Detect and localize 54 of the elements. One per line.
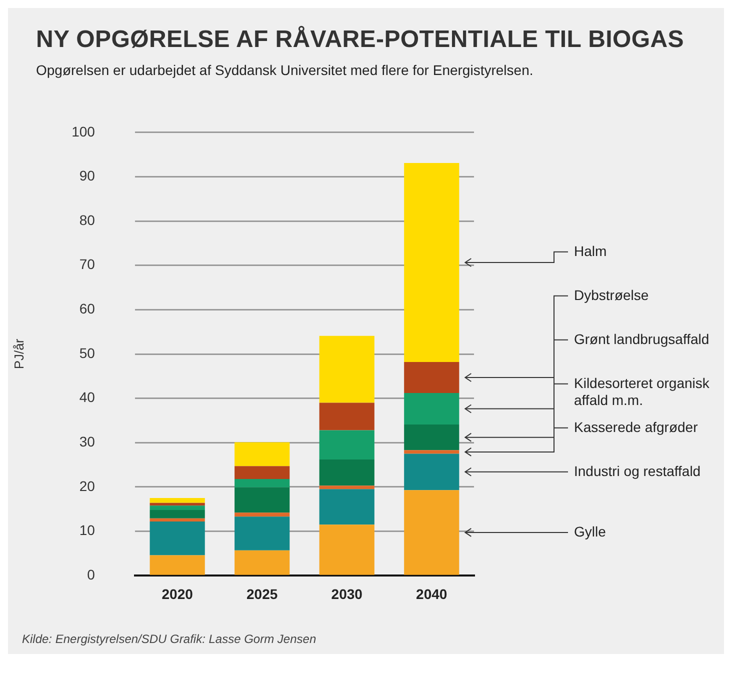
- y-tick-label: 90: [79, 168, 96, 184]
- bar: [404, 162, 460, 362]
- bar: [404, 393, 460, 424]
- bar: [150, 510, 205, 518]
- bar: [234, 512, 290, 517]
- y-tick-label: 30: [79, 434, 96, 450]
- text: Grønt landbrugsaffald: [574, 330, 710, 347]
- bar: [404, 450, 460, 454]
- bar: [234, 478, 290, 488]
- bar: [234, 442, 290, 466]
- y-axis-title: PJ/år: [11, 338, 26, 370]
- y-tick-label: 50: [79, 344, 96, 361]
- bar: [319, 489, 374, 525]
- text: Halm: [574, 242, 607, 259]
- x-tick-label: 2025: [246, 586, 278, 602]
- text: Kasserede afgrøder: [574, 418, 698, 435]
- bar: [234, 550, 290, 575]
- y-tick-label: 10: [79, 522, 96, 538]
- y-tick-label: 0: [87, 566, 96, 582]
- bar: [150, 555, 205, 575]
- bar: [150, 506, 205, 510]
- bar: [150, 502, 205, 506]
- bar: [150, 522, 205, 556]
- y-tick-label: 80: [79, 212, 96, 228]
- x-tick-label: 2040: [416, 586, 448, 602]
- bar: [319, 430, 374, 460]
- y-tick-label: 40: [79, 389, 96, 406]
- bar: [150, 498, 205, 503]
- bar: [150, 518, 205, 522]
- bar: [234, 466, 290, 479]
- y-tick-label: 60: [79, 300, 96, 317]
- text: Industri og restaffald: [574, 462, 701, 479]
- text: Gylle: [574, 523, 606, 540]
- bar: [319, 486, 374, 490]
- bar: [404, 424, 460, 450]
- bar: [234, 516, 290, 550]
- bar: [319, 336, 374, 403]
- text: Dybstrøelse: [574, 286, 649, 303]
- x-tick-label: 2020: [162, 586, 194, 602]
- text: Kildesorteret organisk affald m.m.: [574, 374, 710, 408]
- y-tick-label: 70: [79, 256, 96, 272]
- text: Kilde: Energistyrelsen/SDU Grafik: Lasse Gorm Jensen: [21, 631, 318, 646]
- x-tick-label: 2030: [331, 586, 363, 602]
- bar: [404, 454, 460, 490]
- bar: [404, 362, 460, 393]
- bar: [234, 487, 290, 513]
- bar: [319, 402, 374, 430]
- bar: [319, 524, 374, 575]
- chart-title: NY OPGØRELSE AF RÅVARE-POTENTIALE TIL BIOGAS: [35, 26, 685, 54]
- bar: [319, 459, 374, 486]
- bar: [404, 490, 460, 575]
- y-tick-label: 20: [79, 478, 96, 494]
- y-tick-label: 100: [72, 123, 96, 140]
- chart-subtitle: Opgørelsen er udarbejdet af Syddansk Universitet med flere for Energistyrelsen.: [35, 61, 534, 80]
